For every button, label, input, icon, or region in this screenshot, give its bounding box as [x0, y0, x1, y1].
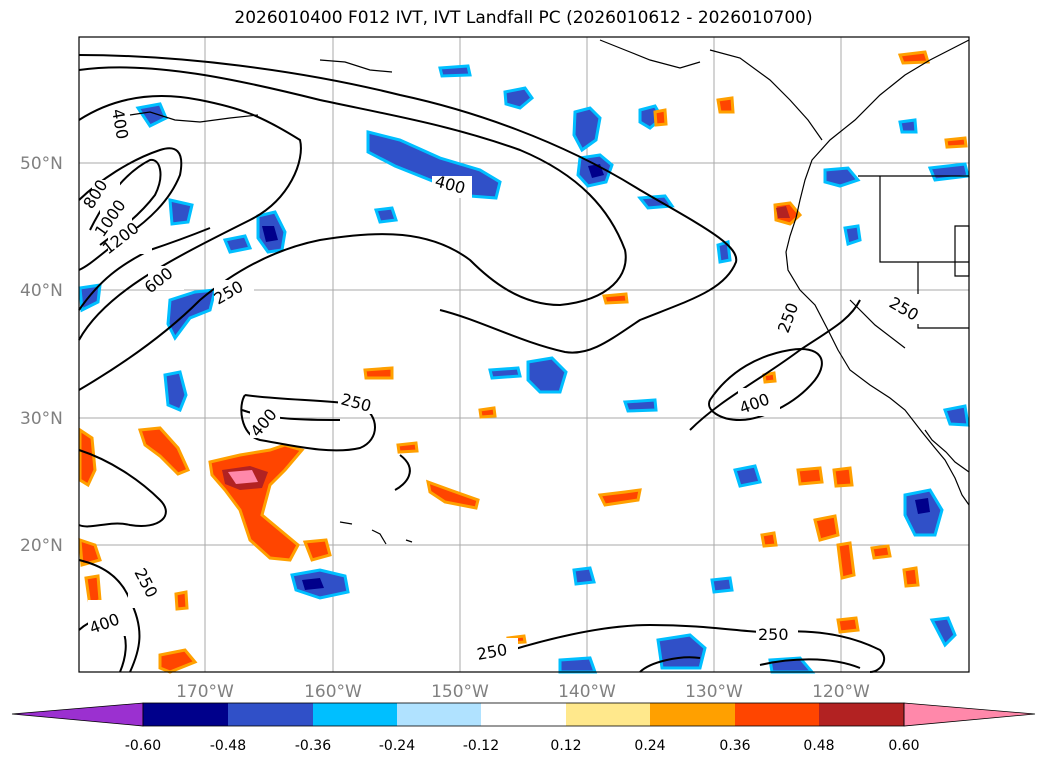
map-background — [79, 37, 969, 672]
lon-label-140w: 140°W — [558, 682, 616, 702]
contour-label: 250 — [758, 625, 789, 644]
lon-label-170w: 170°W — [176, 682, 234, 702]
map-title: 2026010400 F012 IVT, IVT Landfall PC (20… — [234, 8, 813, 28]
colorbar-extend-low — [11, 702, 144, 727]
colorbar: -0.60 -0.48 -0.36 -0.24 -0.12 0.12 0.24 … — [11, 702, 1036, 754]
colorbar-swatch — [650, 703, 735, 726]
colorbar-tick: -0.24 — [379, 738, 415, 754]
colorbar-extend-high — [903, 702, 1036, 727]
colorbar-swatch — [735, 703, 819, 726]
colorbar-tick: -0.60 — [125, 738, 161, 754]
colorbar-tick: 0.60 — [888, 738, 919, 754]
lat-label-20n: 20°N — [20, 536, 63, 556]
colorbar-tick: -0.48 — [210, 738, 246, 754]
positive-ivt-patches — [78, 50, 968, 674]
colorbar-swatch — [143, 703, 228, 726]
lat-label-50n: 50°N — [20, 154, 63, 174]
lon-label-120w: 120°W — [812, 682, 870, 702]
lon-label-130w: 130°W — [685, 682, 743, 702]
colorbar-tick: 0.12 — [550, 738, 581, 754]
colorbar-tick: -0.12 — [463, 738, 499, 754]
lon-label-160w: 160°W — [304, 682, 362, 702]
lon-label-150w: 150°W — [431, 682, 489, 702]
colorbar-outline — [142, 702, 905, 727]
colorbar-swatch — [481, 703, 566, 726]
colorbar-swatch — [819, 703, 904, 726]
colorbar-swatch — [313, 703, 397, 726]
lat-label-40n: 40°N — [20, 281, 63, 301]
colorbar-tick: -0.36 — [295, 738, 331, 754]
colorbar-swatch — [228, 703, 313, 726]
map-frame — [78, 36, 970, 673]
colorbar-tick: 0.36 — [719, 738, 750, 754]
colorbar-tick: 0.48 — [803, 738, 834, 754]
colorbar-swatch — [566, 703, 650, 726]
colorbar-tick: 0.24 — [634, 738, 665, 754]
contour-label-group: 400 800 1000 1200 600 250 400 250 400 25… — [79, 107, 928, 664]
lat-label-30n: 30°N — [20, 409, 63, 429]
colorbar-swatch — [397, 703, 481, 726]
